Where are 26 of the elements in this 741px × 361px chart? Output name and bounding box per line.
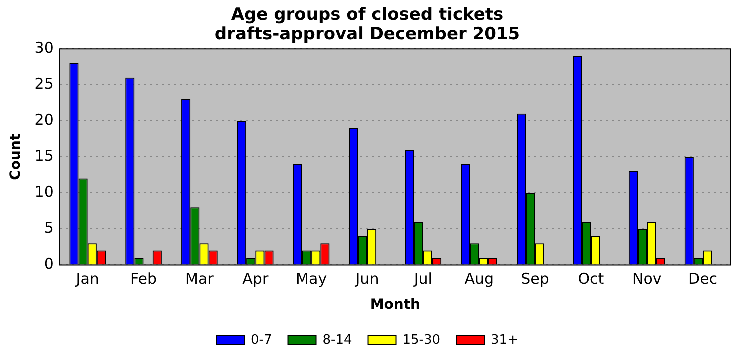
y-tick-label: 10 [34, 183, 54, 202]
legend-label: 8-14 [322, 332, 352, 348]
x-tick-label: Sep [521, 270, 550, 288]
legend-label: 15-30 [402, 332, 441, 348]
y-tick-label: 15 [34, 147, 54, 166]
y-axis-title: Count [8, 134, 24, 180]
y-tick-label: 30 [34, 38, 54, 57]
x-tick-label: Nov [632, 270, 662, 288]
x-tick-label: Jun [354, 270, 380, 288]
x-tick-label: Mar [186, 270, 215, 288]
x-tick-label: Aug [464, 270, 494, 288]
y-tick-label: 5 [44, 219, 54, 238]
x-tick-label: Feb [130, 270, 158, 288]
x-tick-label: May [296, 270, 328, 288]
x-tick-label: Jul [413, 270, 432, 288]
y-tick-label: 0 [44, 255, 54, 274]
chart-title: Age groups of closed tickets drafts-approval December 2015 [214, 5, 520, 45]
x-tick-label: Jan [75, 270, 100, 288]
x-tick-label: Apr [242, 270, 270, 288]
x-tick-label: Oct [578, 270, 604, 288]
legend-label: 0-7 [251, 332, 272, 348]
legend-label: 31+ [491, 332, 518, 348]
x-axis-title: Month [370, 297, 421, 314]
x-tick-label: Dec [688, 270, 718, 288]
y-tick-label: 25 [34, 75, 54, 94]
y-tick-label: 20 [34, 111, 54, 130]
